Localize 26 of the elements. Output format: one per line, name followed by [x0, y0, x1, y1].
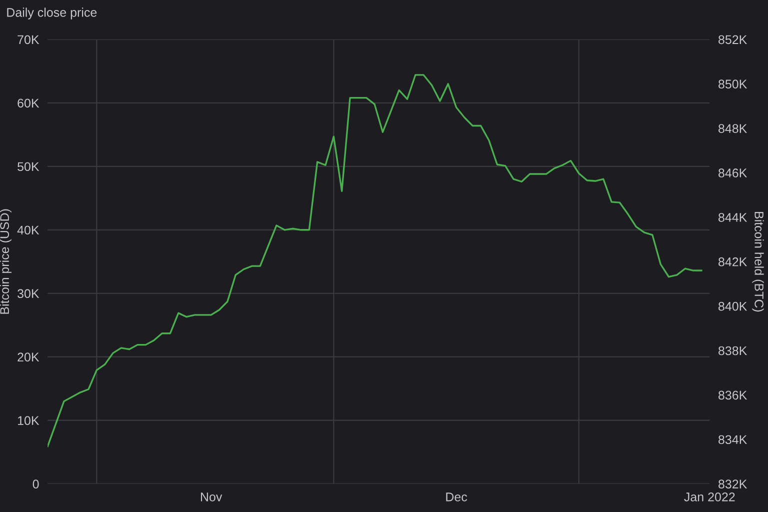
- y2-tick-label: 848K: [718, 124, 748, 133]
- y2-tick-label: 832K: [718, 480, 748, 488]
- y2-tick-label: 850K: [718, 80, 748, 89]
- y2-tick-label: 846K: [718, 168, 748, 178]
- y2-tick-label: 836K: [718, 390, 748, 400]
- y-tick-label: 60K: [18, 98, 40, 108]
- y-tick-label: 40K: [17, 226, 40, 235]
- y2-axis-title: Bitcoin held (BTC): [752, 212, 764, 312]
- y2-tick-label: 840K: [718, 302, 748, 311]
- y-axis-title: Bitcoin price (USD): [0, 209, 12, 314]
- y2-tick-label: 852K: [718, 35, 748, 44]
- x-tick-label: Dec: [446, 492, 468, 502]
- y-tick-label: 0: [32, 480, 39, 488]
- y-tick-label: 20K: [18, 352, 40, 362]
- x-tick-label: Nov: [200, 492, 222, 502]
- y-tick-label: 70K: [18, 35, 40, 44]
- y-tick-label: 30K: [18, 289, 40, 298]
- y2-tick-label: 844K: [718, 212, 748, 222]
- y2-tick-label: 834K: [718, 435, 748, 444]
- chart-title: Daily close price: [7, 8, 97, 20]
- y2-tick-label: 838K: [718, 346, 748, 356]
- y-tick-label: 10K: [18, 416, 40, 426]
- y2-tick-label: 842K: [718, 257, 748, 266]
- line-series: [48, 74, 702, 448]
- y-tick-label: 50K: [18, 162, 40, 172]
- x-tick-label: Jan 2022: [684, 492, 735, 502]
